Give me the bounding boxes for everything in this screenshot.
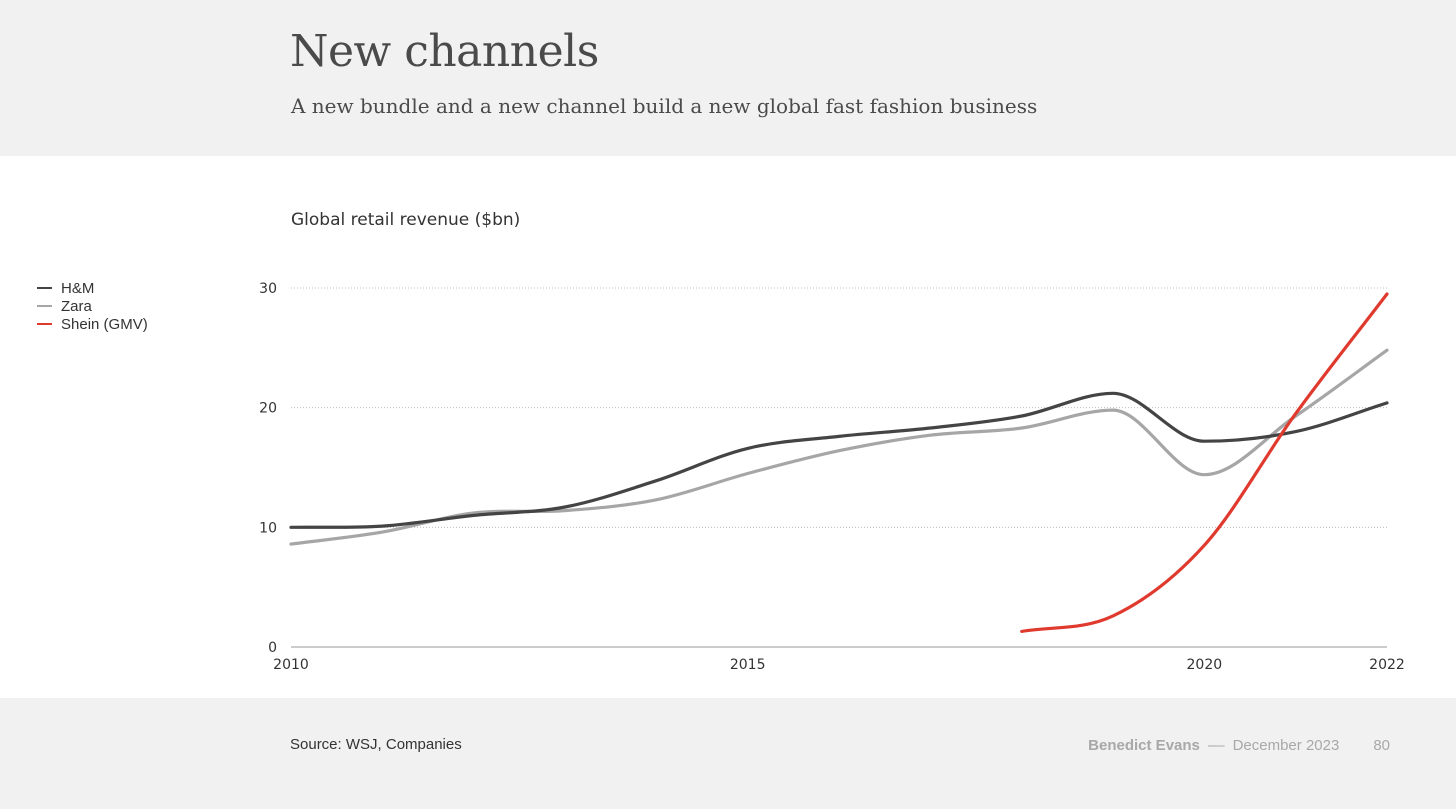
- page-number: 80: [1373, 737, 1390, 754]
- legend-item-shein: Shein (GMV): [37, 315, 148, 333]
- x-tick-label-2010: 2010: [273, 657, 309, 673]
- legend-swatch-hm: [37, 287, 52, 289]
- chart-legend: H&M Zara Shein (GMV): [37, 279, 148, 333]
- series-line-hm: [289, 391, 1389, 529]
- credit-separator: ––: [1207, 737, 1225, 754]
- series-line-shein: [1020, 292, 1389, 633]
- legend-item-zara: Zara: [37, 297, 148, 315]
- legend-item-hm: H&M: [37, 279, 148, 297]
- page-title: New channels: [290, 26, 599, 77]
- legend-swatch-shein: [37, 323, 52, 325]
- footer: [0, 698, 1456, 809]
- y-tick-label-10: 10: [259, 520, 277, 536]
- x-tick-label-2015: 2015: [730, 657, 766, 673]
- credit-date: December 2023: [1232, 737, 1340, 754]
- series-line-zara: [289, 348, 1389, 546]
- y-tick-label-0: 0: [268, 640, 277, 656]
- x-tick-label-2020: 2020: [1187, 657, 1223, 673]
- y-tick-label-30: 30: [259, 281, 277, 297]
- credit: Benedict Evans –– December 2023 80: [1088, 737, 1390, 754]
- chart-title: Global retail revenue ($bn): [291, 210, 521, 230]
- page-subtitle: A new bundle and a new channel build a n…: [291, 94, 1038, 118]
- legend-label-hm: H&M: [61, 279, 95, 297]
- x-tick-label-2022: 2022: [1369, 657, 1405, 673]
- chart-panel: [0, 156, 1456, 698]
- author-name: Benedict Evans: [1088, 737, 1200, 754]
- y-tick-label-20: 20: [259, 401, 277, 417]
- header: New channels A new bundle and a new chan…: [0, 0, 1456, 156]
- legend-label-zara: Zara: [61, 297, 92, 315]
- legend-label-shein: Shein (GMV): [61, 315, 148, 333]
- source-note: Source: WSJ, Companies: [290, 736, 462, 753]
- legend-swatch-zara: [37, 305, 52, 307]
